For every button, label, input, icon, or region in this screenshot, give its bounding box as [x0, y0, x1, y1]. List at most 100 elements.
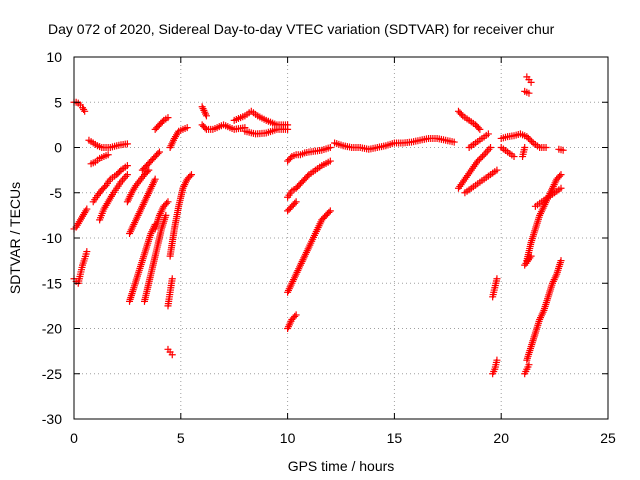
data-point — [187, 171, 195, 179]
data-point-interp — [474, 124, 482, 132]
series-segment-24 — [284, 157, 334, 201]
series-segment-25 — [284, 198, 300, 215]
data-point — [164, 198, 172, 206]
data-point — [168, 351, 176, 359]
data-point — [123, 162, 131, 170]
data-point — [557, 184, 565, 192]
data-point-interp — [143, 168, 151, 176]
data-point — [326, 157, 334, 165]
x-tick-label: 5 — [177, 430, 185, 446]
data-point-interp — [186, 172, 194, 180]
series-segment-44 — [521, 252, 535, 269]
data-point — [83, 205, 91, 213]
series-segment-38 — [521, 87, 533, 97]
data-point-interp — [286, 154, 294, 162]
series-segment-14 — [151, 114, 172, 133]
data-point — [162, 211, 170, 219]
data-point-interp — [291, 312, 299, 320]
x-tick-label: 25 — [600, 430, 616, 446]
data-point-interp — [201, 124, 209, 132]
y-tick-label: -5 — [50, 185, 63, 201]
data-point-interp — [101, 183, 109, 191]
data-point — [493, 356, 501, 364]
x-tick-label: 10 — [280, 430, 296, 446]
plot-frame — [73, 56, 609, 420]
y-tick-label: -10 — [42, 230, 62, 246]
series-segment-17 — [166, 171, 195, 260]
series-segment-35 — [497, 130, 550, 151]
y-tick-label: -15 — [42, 275, 62, 291]
data-point — [145, 166, 153, 174]
data-point-interp — [475, 155, 483, 163]
data-point — [284, 125, 292, 133]
series-segment-30 — [454, 144, 495, 192]
series-segment-28 — [331, 134, 458, 153]
data-point-interp — [304, 172, 312, 180]
data-point — [523, 133, 531, 141]
data-point — [326, 207, 334, 215]
data-point — [155, 148, 163, 156]
data-point — [487, 144, 495, 151]
y-tick-label: 0 — [54, 140, 62, 156]
data-point-interp — [116, 168, 124, 176]
series-segment-22 — [241, 125, 292, 138]
series-segment-04 — [85, 136, 131, 151]
data-point — [527, 252, 535, 260]
data-point-interp — [556, 172, 564, 180]
x-axis-ticks: 0 5 10 15 20 25 — [70, 57, 616, 446]
series-segment-19 — [198, 103, 210, 120]
data-point — [123, 171, 131, 179]
data-point — [164, 114, 172, 122]
series-segment-05 — [87, 151, 112, 168]
data-point — [81, 107, 89, 115]
data-point — [104, 151, 112, 159]
data-point — [525, 89, 533, 97]
data-point-interp — [477, 154, 485, 162]
data-point — [151, 175, 159, 183]
series-segment-13 — [151, 198, 172, 233]
data-point — [476, 125, 484, 133]
data-point — [183, 124, 191, 132]
series-segment-20 — [198, 121, 249, 133]
y-axis-label: SDTVAR / TECUs — [7, 182, 23, 294]
data-point — [292, 198, 300, 206]
data-point — [493, 275, 501, 283]
series-segment-09 — [126, 220, 159, 305]
y-tick-label: -25 — [42, 366, 62, 382]
data-point-interp — [325, 208, 333, 216]
series-segment-26 — [284, 207, 334, 296]
series-segment-15 — [164, 275, 176, 310]
data-point — [542, 144, 550, 151]
x-tick-label: 20 — [493, 430, 509, 446]
series-segment-33 — [489, 275, 501, 301]
data-point — [525, 361, 533, 369]
data-point — [123, 140, 131, 148]
y-tick-label: 10 — [46, 49, 62, 65]
grid-lines — [74, 57, 608, 419]
data-point — [202, 112, 210, 120]
y-tick-label: -20 — [42, 321, 62, 337]
series-segment-27 — [284, 311, 300, 332]
x-tick-label: 15 — [387, 430, 403, 446]
series-segment-07 — [96, 171, 131, 224]
data-point — [510, 153, 518, 161]
data-point-interp — [158, 118, 166, 126]
data-point — [527, 78, 535, 86]
data-point — [557, 257, 565, 265]
data-point-interp — [457, 110, 465, 118]
series-segment-37 — [523, 73, 535, 86]
data-point — [83, 248, 91, 256]
data-point — [559, 146, 567, 154]
series-segment-12 — [140, 211, 170, 305]
series-segment-18 — [166, 124, 191, 151]
data-point-interp — [479, 152, 487, 160]
series-segment-06 — [89, 162, 131, 206]
series-segment-34 — [489, 356, 501, 378]
series-segment-29 — [454, 107, 484, 133]
y-axis-ticks: -30 -25 -20 -15 -10 -5 0 5 10 — [42, 49, 608, 427]
data-point — [168, 275, 176, 283]
series-segment-36 — [497, 144, 518, 161]
data-point — [484, 130, 492, 138]
series-segment-31 — [461, 166, 501, 197]
